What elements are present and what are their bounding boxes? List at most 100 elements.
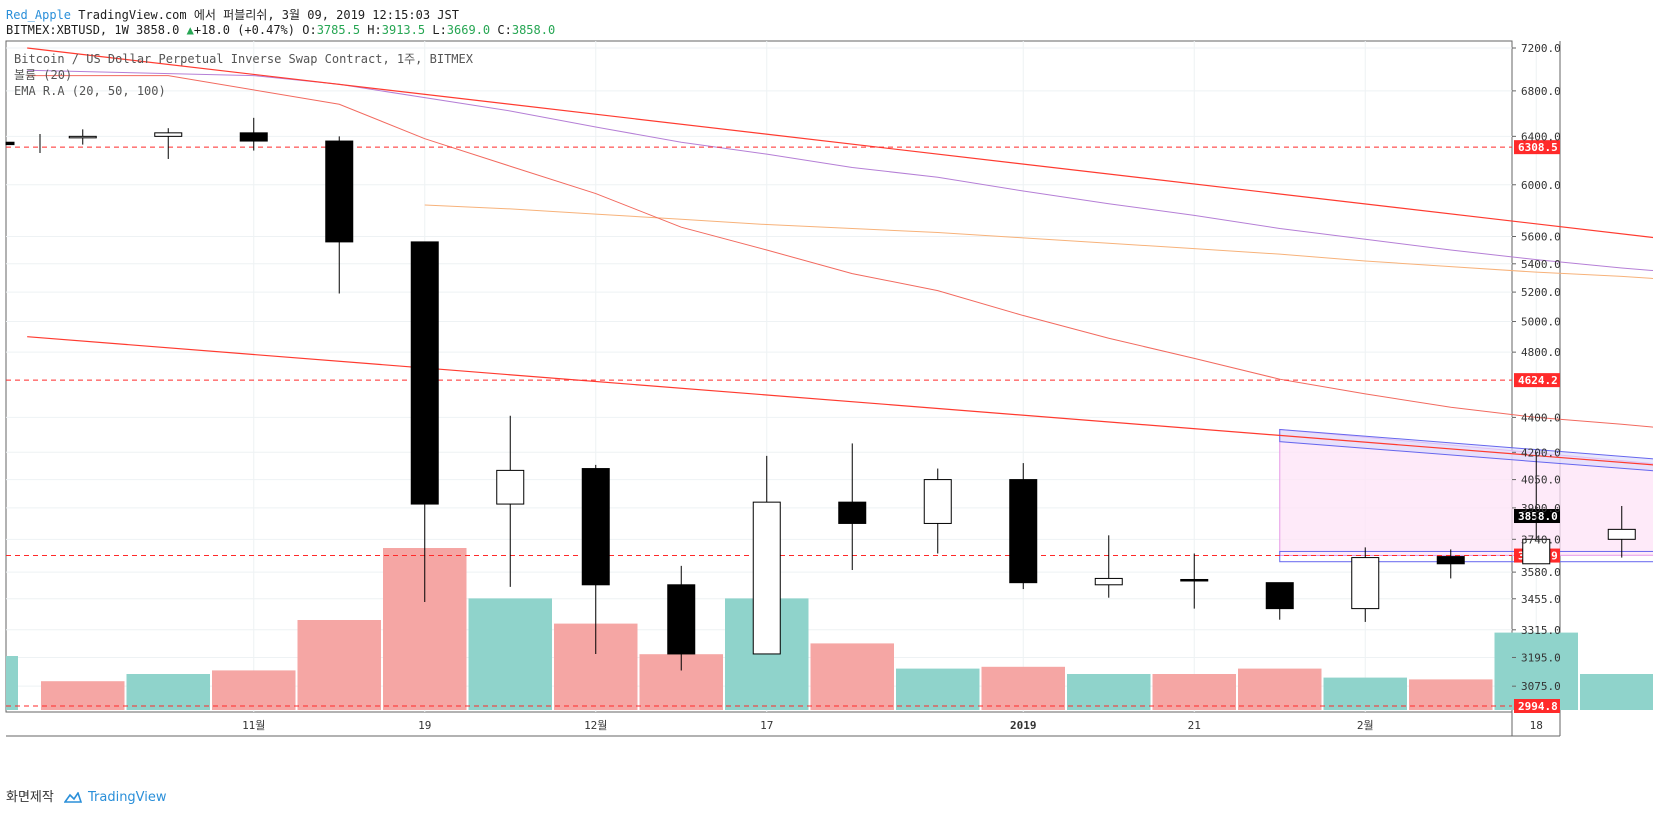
ema-lines — [27, 69, 1653, 428]
low-label: L: — [432, 23, 447, 37]
x-tick-label: 11월 — [242, 719, 265, 732]
x-tick-label: 19 — [418, 719, 431, 732]
candle-body — [5, 141, 15, 146]
volume-bar — [1067, 674, 1151, 710]
volume-bar — [212, 670, 296, 710]
y-tick-label: 3315.0 — [1521, 624, 1561, 637]
price-axis[interactable]: 7200.0 6800.0 6400.0 6000.0 5600.0 5400.0 5200… — [1512, 42, 1561, 693]
chart-legend-title: Bitcoin / US Dollar Perpetual Inverse Sw… — [14, 52, 474, 66]
volume-bar — [1580, 674, 1653, 710]
publish-header: Red_Apple TradingView.com 에서 퍼블리쉬, 3월 09… — [6, 6, 459, 22]
y-tick-label: 5600.0 — [1521, 231, 1561, 244]
y-tick-label: 3580.0 — [1521, 566, 1561, 579]
candle-body — [410, 241, 439, 505]
candle-body — [68, 135, 97, 139]
volume-bar — [1323, 677, 1407, 710]
y-tick-label: 6000.0 — [1521, 179, 1561, 192]
candle-body — [923, 479, 952, 524]
volume-legend: 볼륨 (20) — [14, 68, 72, 82]
y-tick-label: 4800.0 — [1521, 346, 1561, 359]
triangle-pattern[interactable] — [1279, 428, 1653, 563]
time-axis[interactable]: 11월1912월172019212월183월184월155월206월17 — [242, 719, 1653, 732]
price-change: +18.0 (+0.47%) — [193, 23, 296, 37]
volume-bar — [6, 656, 18, 710]
high-label: H: — [367, 23, 382, 37]
volume-bar — [810, 643, 894, 710]
candle-body — [1607, 528, 1636, 540]
publish-info: TradingView.com 에서 퍼블리쉬, 3월 09, 2019 12:… — [78, 8, 459, 22]
y-tick-label: 3900.0 — [1521, 502, 1561, 515]
candle-body — [667, 584, 696, 655]
y-tick-label: 7200.0 — [1521, 42, 1561, 55]
y-tick-label: 5200.0 — [1521, 286, 1561, 299]
candle-body — [154, 132, 183, 137]
chart-grid — [5, 40, 1561, 737]
close-value: 3858.0 — [511, 23, 556, 37]
candle-body — [752, 501, 781, 655]
volume-bar — [896, 668, 980, 710]
x-tick-label: 2월 — [1357, 719, 1374, 732]
footer: 화면제작 TradingView — [6, 786, 167, 805]
trend-line — [27, 47, 1653, 239]
x-tick-label: 17 — [760, 719, 773, 732]
trend-lines[interactable] — [27, 47, 1653, 576]
y-tick-label: 3075.0 — [1521, 680, 1561, 693]
x-tick-label: 18 — [1530, 719, 1543, 732]
last-price-label: 3858.0 — [1518, 510, 1558, 523]
candle-body — [838, 501, 867, 524]
candle-body — [1265, 582, 1294, 610]
tradingview-logo-icon — [63, 792, 82, 803]
candle-body — [1094, 577, 1123, 586]
y-tick-label: 5400.0 — [1521, 258, 1561, 271]
y-tick-label: 4050.0 — [1521, 474, 1561, 487]
y-tick-label: 5000.0 — [1521, 316, 1561, 329]
volume-bar — [1152, 674, 1236, 710]
candle-body — [325, 140, 354, 243]
lower-channel-box — [1279, 550, 1653, 563]
volume-bar — [1494, 632, 1578, 710]
level-label: 6308.5 — [1518, 141, 1558, 154]
open-value: 3785.5 — [316, 23, 361, 37]
footer-caption: 화면제작 — [6, 790, 54, 805]
last-price-tag — [1514, 509, 1560, 524]
y-tick-label: 6800.0 — [1521, 85, 1561, 98]
ema-20-line — [27, 75, 1653, 428]
y-tick-label: 4400.0 — [1521, 411, 1561, 424]
volume-bar — [126, 674, 210, 710]
candle-body — [239, 132, 268, 142]
volume-bar — [468, 598, 552, 710]
y-tick-label: 6400.0 — [1521, 130, 1561, 143]
y-tick-label: 3455.0 — [1521, 593, 1561, 606]
ohlc-header: BITMEX:XBTUSD, 1W 3858.0 ▲+18.0 (+0.47%)… — [6, 23, 555, 39]
y-tick-label: 4200.0 — [1521, 446, 1561, 459]
level-tag — [1514, 140, 1560, 155]
y-tick-label: 3740.0 — [1521, 533, 1561, 546]
candle-body — [1009, 479, 1038, 584]
trend-line — [27, 336, 1653, 466]
level-tag — [1514, 699, 1560, 713]
author-name[interactable]: Red_Apple — [6, 8, 72, 22]
low-value: 3669.0 — [446, 23, 491, 37]
symbol-info: BITMEX:XBTUSD, 1W 3858.0 — [6, 23, 180, 37]
x-tick-label: 12월 — [584, 719, 607, 732]
tradingview-brand[interactable]: TradingView — [87, 790, 167, 805]
ema-50-line — [424, 204, 1653, 279]
volume-bar — [1409, 679, 1493, 710]
candlesticks — [5, 117, 1636, 671]
level-tag — [1514, 373, 1560, 388]
candle-body — [1351, 557, 1380, 610]
x-tick-label: 2019 — [1010, 719, 1037, 732]
open-label: O: — [302, 23, 317, 37]
ema-legend: EMA R.A (20, 50, 100) — [14, 84, 166, 98]
high-value: 3913.5 — [381, 23, 426, 37]
y-tick-label: 3195.0 — [1521, 651, 1561, 664]
candle-body — [496, 469, 525, 505]
up-arrow-icon: ▲ — [186, 23, 194, 37]
volume-bar — [981, 666, 1065, 710]
candle-body — [1180, 578, 1209, 582]
volume-bars — [6, 548, 1653, 710]
x-tick-label: 21 — [1188, 719, 1201, 732]
level-label: 4624.2 — [1518, 374, 1558, 387]
